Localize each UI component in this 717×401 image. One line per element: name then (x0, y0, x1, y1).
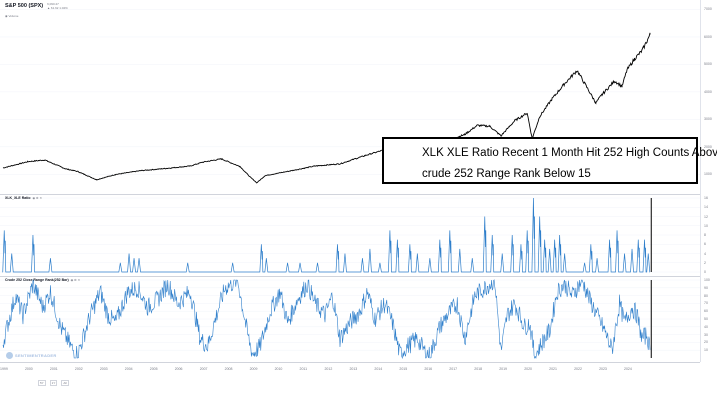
symbol-header: S&P 500 (SPX) 6,090.27 ▲ 61.62 1.02% (5, 2, 68, 10)
time-tick-label: 2010 (274, 367, 283, 371)
time-tick-label: 2002 (74, 367, 83, 371)
ratio-scale-label: 16 (704, 196, 708, 200)
rank-scale-label: 60 (704, 309, 708, 314)
price-pane[interactable]: S&P 500 (SPX) 6,090.27 ▲ 61.62 1.02% ◉ V… (0, 0, 700, 194)
time-tick-label: 2007 (199, 367, 208, 371)
spx-chart (0, 9, 700, 184)
rank-title-text: Crude 252 Close Range Rank(252 Bar) (5, 278, 69, 282)
time-tick-label: 2012 (324, 367, 333, 371)
price-scale[interactable]: 7000 6000 5000 4000 3000 2000 1000 16 14 12 10 8 6 4 2… (700, 0, 717, 362)
callout-line-2: crude 252 Range Rank Below 15 (422, 168, 591, 180)
time-tick-label: 2004 (124, 367, 133, 371)
time-tick-label: 2018 (474, 367, 483, 371)
time-tick-label: 2022 (574, 367, 582, 371)
rank-scale-label: 30 (704, 332, 708, 337)
rank-scale-label: 40 (704, 324, 708, 329)
time-tick-label: 2024 (624, 367, 632, 371)
rank-scale-label: 80 (704, 293, 708, 298)
spx-scale-label: 7000 (704, 7, 712, 12)
ratio-scale-label: 12 (704, 214, 708, 219)
last-price: 6,090.27 (47, 2, 59, 6)
ratio-scale-label: 10 (704, 223, 708, 228)
rank-line (2, 279, 651, 360)
sentimentrader-logo-icon (6, 352, 13, 359)
time-tick-label: 2016 (424, 367, 433, 371)
time-tick-label: 1999 (0, 367, 8, 371)
ratio-pane[interactable]: XLK_XLE Ratio ◉ ⚙ ✕ (0, 194, 700, 276)
ratio-scale-label: 6 (704, 242, 706, 247)
symbol-title[interactable]: S&P 500 (SPX) (5, 3, 44, 9)
callout-line-1: XLK XLE Ratio Recent 1 Month Hit 252 Hig… (422, 147, 717, 159)
ratio-chart (0, 197, 700, 273)
rank-chart (0, 279, 700, 360)
rank-scale-label: 50 (704, 317, 708, 321)
time-tick-label: 2023 (599, 367, 607, 371)
volume-label: Volume (8, 14, 19, 18)
time-tick-label: 2003 (99, 367, 108, 371)
volume-legend[interactable]: ◉ Volume (5, 14, 18, 18)
spx-scale-label: 6000 (704, 34, 712, 39)
eye-icon[interactable]: ◉ (5, 14, 8, 18)
spx-scale-label: 1000 (704, 172, 712, 177)
rank-scale-label: 100 (704, 278, 710, 282)
indicator-controls-icon[interactable]: ◉ ⚙ ✕ (70, 278, 81, 282)
time-tick-label: 2008 (224, 367, 233, 371)
time-axis[interactable]: 1999 2000 2001 2002 2003 2004 2005 2006 2007 2008… (0, 362, 700, 401)
range-controls: 5Y 1Y All (38, 380, 69, 386)
ratio-indicator-title[interactable]: XLK_XLE Ratio ◉ ⚙ ✕ (5, 196, 42, 200)
time-tick-label: 2020 (524, 367, 532, 371)
time-tick-label: 2021 (549, 367, 557, 371)
price-change: ▲ 61.62 1.02% (47, 5, 68, 10)
spx-scale-label: 3000 (704, 117, 712, 122)
rank-scale-label: 90 (704, 285, 708, 290)
ratio-scale-label: 8 (704, 233, 706, 237)
indicator-controls-icon[interactable]: ◉ ⚙ ✕ (32, 196, 42, 200)
ratio-scale-label: 0 (704, 270, 706, 274)
watermark: SENTIMENTRADER (6, 352, 57, 359)
range-button-1y[interactable]: 1Y (49, 380, 58, 386)
ratio-line (2, 197, 651, 273)
ratio-scale-label: 2 (704, 260, 706, 265)
rank-scale-label: 70 (704, 301, 708, 306)
pane-separator[interactable] (0, 194, 717, 195)
rank-pane[interactable]: Crude 252 Close Range Rank(252 Bar) ◉ ⚙ … (0, 276, 700, 362)
time-tick-label: 2001 (49, 367, 58, 371)
pane-separator[interactable] (0, 276, 717, 277)
spx-scale-label: 2000 (704, 144, 712, 149)
annotation-callout: XLK XLE Ratio Recent 1 Month Hit 252 Hig… (382, 137, 717, 184)
rank-scale-label: 20 (704, 340, 708, 345)
ratio-scale-label: 4 (704, 251, 706, 256)
rank-scale-label: 10 (704, 348, 708, 353)
spx-scale-label: 4000 (704, 89, 712, 94)
time-tick-label: 2011 (299, 367, 308, 371)
time-tick-label: 2006 (174, 367, 183, 371)
ratio-title-text: XLK_XLE Ratio (5, 196, 31, 200)
time-tick-label: 2009 (249, 367, 258, 371)
spx-price-line (2, 32, 651, 184)
time-tick-label: 2013 (349, 367, 358, 371)
range-button-5y[interactable]: 5Y (38, 380, 46, 386)
ratio-scale-label: 14 (704, 205, 708, 210)
spx-scale-label: 5000 (704, 62, 712, 67)
price-info: 6,090.27 ▲ 61.62 1.02% (47, 2, 68, 10)
time-tick-label: 2014 (374, 367, 383, 371)
rank-indicator-title[interactable]: Crude 252 Close Range Rank(252 Bar) ◉ ⚙ … (5, 278, 80, 282)
time-tick-label: 2000 (24, 367, 33, 371)
watermark-text: SENTIMENTRADER (15, 353, 57, 358)
time-tick-label: 2019 (499, 367, 508, 371)
time-tick-label: 2015 (399, 367, 408, 371)
time-tick-label: 2005 (149, 367, 158, 371)
range-button-all[interactable]: All (61, 380, 69, 386)
time-tick-label: 2017 (449, 367, 458, 371)
